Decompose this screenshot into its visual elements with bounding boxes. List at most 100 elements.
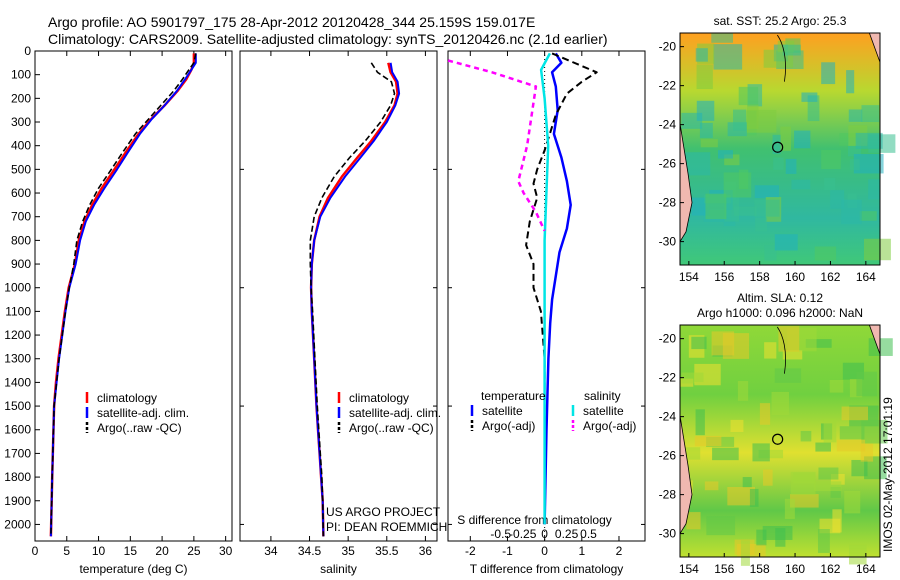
sla-map-cell <box>694 435 722 447</box>
depth-tick-label: 500 <box>11 162 31 176</box>
depth-tick-label: 900 <box>11 257 31 271</box>
sst-map-cell <box>755 217 768 232</box>
temperature-xtick-label: 0 <box>32 544 39 558</box>
salinity-tick-label: 0 <box>541 527 548 541</box>
sla-map-reef-outline <box>777 326 786 374</box>
sst-map-cell <box>754 185 779 199</box>
salinity-xtick-label: 35 <box>341 544 355 558</box>
chart-title-line2: Climatology: CARS2009. Satellite-adjuste… <box>48 31 608 47</box>
sst-map-cell <box>853 154 884 174</box>
sla-map-cell <box>800 430 812 442</box>
sst-map-cell <box>718 150 733 159</box>
sla-map-float-marker <box>772 433 784 445</box>
sla-map-cell <box>758 449 784 459</box>
sla-map-cell <box>815 442 831 452</box>
sst-map-ytick-label: -22 <box>659 79 677 93</box>
depth-tick-label: 800 <box>11 233 31 247</box>
sla-map-cell <box>784 498 795 519</box>
sla-map-cell <box>856 371 878 397</box>
differences-xtick-label: 1 <box>578 544 585 558</box>
sst-map-ytick-label: -28 <box>659 196 677 210</box>
legend-header-temperature: temperature <box>481 389 546 403</box>
sst-map-xtick-label: 158 <box>750 270 770 284</box>
salinity-xtick-label: 36 <box>419 544 433 558</box>
sla-map-cell <box>695 409 705 436</box>
sla-map-cell <box>711 331 735 356</box>
depth-tick-label: 100 <box>11 68 31 82</box>
differences-xtick-label: 2 <box>616 544 623 558</box>
sst-map-ytick-label: -26 <box>659 157 677 171</box>
salinity-tick-label: 0.25 <box>555 527 579 541</box>
sst-map-cell <box>855 132 883 149</box>
legend-entry: satellite <box>482 404 523 418</box>
temperature-xtick-label: 20 <box>155 544 169 558</box>
sst-map-cell <box>848 109 863 122</box>
sla-map-cell <box>848 544 867 565</box>
sla-map-ytick-label: -24 <box>659 410 677 424</box>
salinity-xtick-label: 34 <box>264 544 278 558</box>
salinity-tick-label: 0.5 <box>580 527 597 541</box>
sla-map-cell <box>752 443 770 462</box>
differences-xtick-label: -1 <box>502 544 513 558</box>
sst-map-cell <box>782 44 801 56</box>
differences-xtick-label: -2 <box>465 544 476 558</box>
temperature-xtick-label: 25 <box>187 544 201 558</box>
sst-map-ytick-label: -30 <box>659 235 677 249</box>
sla-map-cell <box>790 471 816 495</box>
sla-map-cell <box>790 494 819 508</box>
sla-map-cell <box>694 372 704 383</box>
sla-map-cell <box>737 381 749 401</box>
sst-map-cell <box>724 154 740 166</box>
temperature-xtick-label: 10 <box>92 544 106 558</box>
legend-entry: satellite-adj. clim. <box>349 406 441 420</box>
sst-map-cell <box>814 246 837 261</box>
sla-map-cell <box>740 540 750 566</box>
sla-map-cell <box>771 391 789 416</box>
sst-map-cell <box>746 109 777 133</box>
legend-header-salinity: salinity <box>584 389 621 403</box>
sla-map-xtick-label: 162 <box>820 562 840 576</box>
sla-map-ytick-label: -26 <box>659 449 677 463</box>
sst-map-xtick-label: 156 <box>714 270 734 284</box>
sla-map-cell <box>823 418 837 443</box>
sla-map-cell <box>830 486 841 498</box>
sla-map-ytick-label: -20 <box>659 332 677 346</box>
temperature-frame <box>34 50 233 542</box>
temperature-xlabel: temperature (deg C) <box>79 562 187 576</box>
sla-map-cell <box>844 490 861 514</box>
sst-map-cell <box>695 48 708 62</box>
sla-map-cell <box>764 342 777 359</box>
sla-map-cell <box>832 509 842 533</box>
sst-map-cell <box>868 179 880 200</box>
sst-map-cell <box>772 134 781 154</box>
salinity-xtick-label: 34.5 <box>298 544 322 558</box>
sla-map-cell <box>861 419 888 444</box>
sst-map-cell <box>738 169 749 189</box>
sst-map-cell <box>841 199 862 225</box>
depth-tick-label: 1300 <box>4 352 31 366</box>
sla-map-cell <box>805 339 832 348</box>
sst-map-cell <box>734 206 757 216</box>
sla-map-ytick-label: -22 <box>659 371 677 385</box>
sla-map-ytick-label: -28 <box>659 488 677 502</box>
temp-satellite-line <box>543 52 572 525</box>
depth-tick-label: 1100 <box>5 304 31 318</box>
salinity-tick-label: -0.5 <box>490 527 511 541</box>
satellite-line <box>310 62 401 537</box>
salinity-plot: 34 34.5 35 35.5 36 salinity climatologysatelli… <box>239 50 447 576</box>
depth-tick-label: 600 <box>11 186 31 200</box>
sla-map-title: Altim. SLA: 0.12 <box>736 291 824 305</box>
sst-map-float-marker <box>772 141 784 153</box>
legend-entry: satellite-adj. clim. <box>97 406 189 420</box>
sla-map-cell <box>868 338 893 356</box>
sst-map-ytick-label: -20 <box>659 40 677 54</box>
sla-map-frame <box>679 324 881 558</box>
temperature-xtick-label: 15 <box>124 544 138 558</box>
sla-map-cell <box>691 336 707 350</box>
sla-map-xtick-label: 154 <box>679 562 699 576</box>
sla-map-ytick-label: -30 <box>659 527 677 541</box>
sst-map-cell <box>724 197 739 222</box>
depth-tick-label: 1700 <box>4 446 31 460</box>
sla-map-cell <box>749 488 759 507</box>
